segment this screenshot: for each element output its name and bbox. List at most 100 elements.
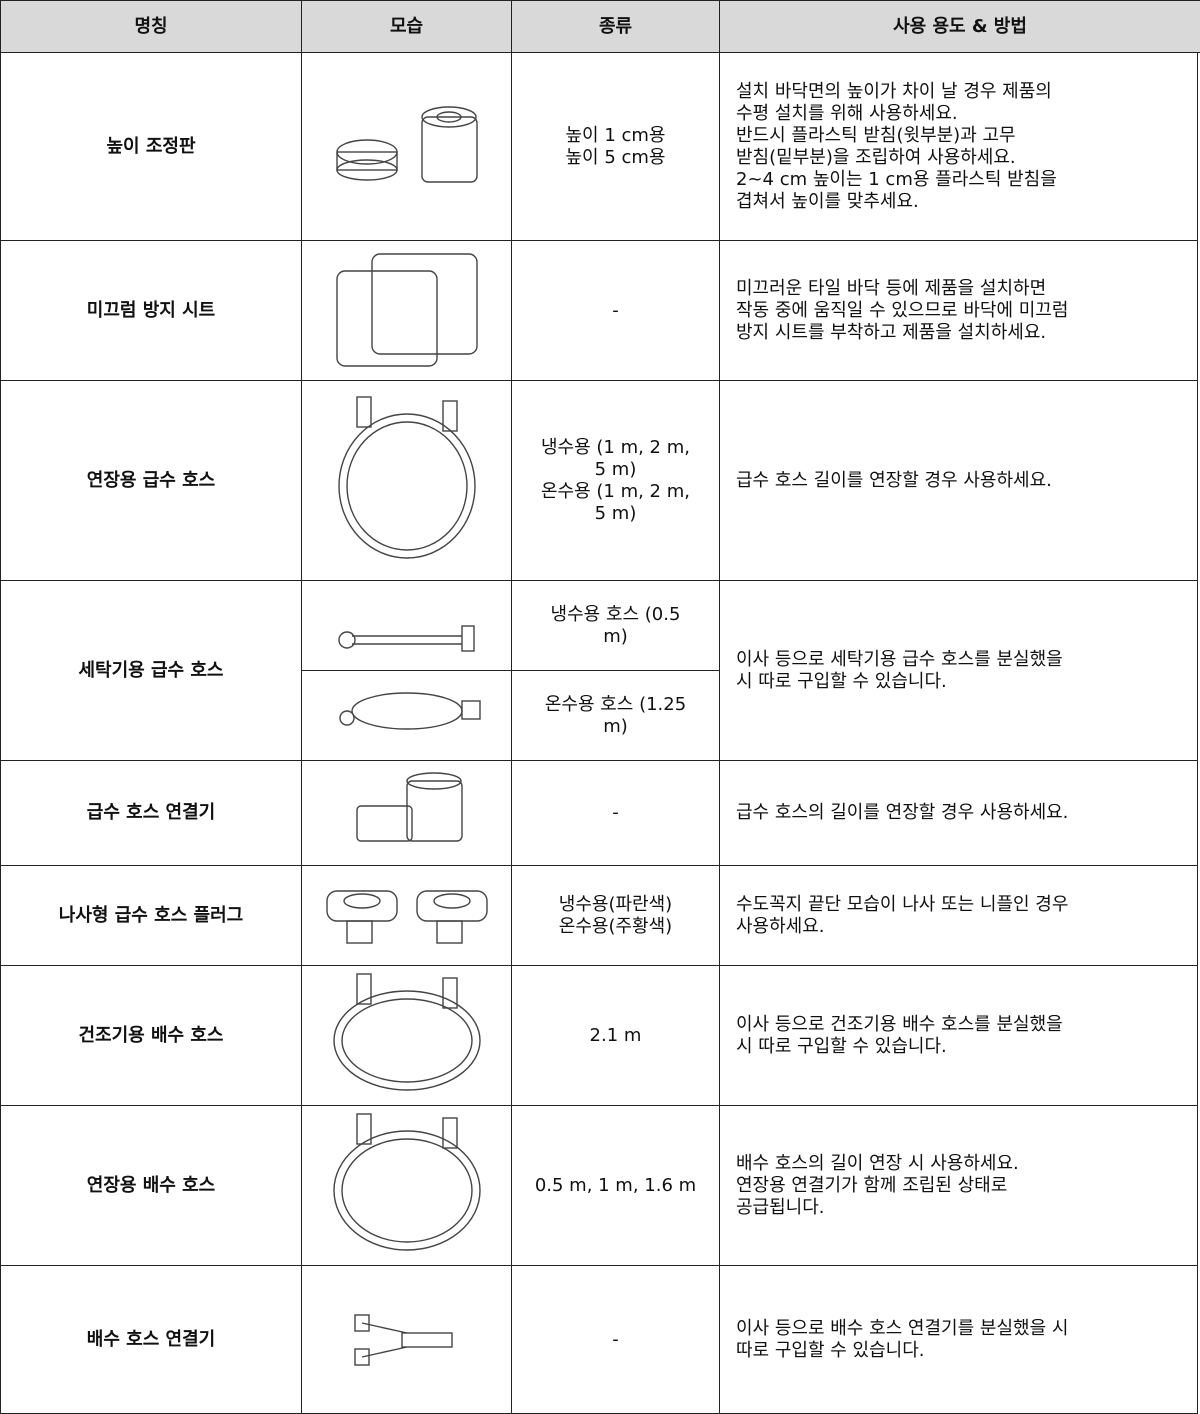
name-cell: 연장용 급수 호스 (0, 380, 302, 581)
image-cell (301, 1265, 512, 1414)
illustration-shape (435, 110, 462, 123)
item-name: 미끄럼 방지 시트 (86, 299, 216, 321)
divider (301, 670, 719, 671)
illustration-shape (355, 1113, 372, 1145)
type-text: 높이 1 cm용 (565, 124, 666, 146)
product-illustration (335, 105, 478, 183)
type-text: 5 m) (594, 458, 637, 480)
image-cell (301, 380, 512, 581)
illustration-shape (353, 1313, 370, 1332)
header-text: 종류 (598, 15, 633, 37)
type-text: 냉수용(파란색) (558, 893, 673, 915)
usage-cell: 배수 호스의 길이 연장 시 사용하세요. 연장용 연결기가 함께 조립된 상태로… (719, 1105, 1198, 1266)
illustration-shape (370, 252, 478, 355)
illustration-shape (441, 977, 458, 1009)
name-cell: 높이 조정판 (0, 52, 302, 241)
type-cell: - (511, 760, 720, 866)
usage-text: 2~4 cm 높이는 1 cm용 플라스틱 받침을 (736, 168, 1057, 190)
usage-text: 수도꼭지 끝단 모습이 나사 또는 니플인 경우 (736, 893, 1069, 915)
illustration-shape (342, 892, 381, 909)
name-cell: 배수 호스 연결기 (0, 1265, 302, 1414)
usage-text: 사용하세요. (736, 915, 825, 937)
illustration-shape (340, 998, 473, 1083)
illustration-shape (350, 691, 463, 730)
illustration-shape (335, 158, 398, 181)
usage-text: 배수 호스의 길이 연장 시 사용하세요. (736, 1152, 1019, 1174)
usage-text: 따로 구입할 수 있습니다. (736, 1339, 925, 1361)
image-cell (301, 965, 512, 1106)
name-cell: 급수 호스 연결기 (0, 760, 302, 866)
type-text: m) (603, 625, 628, 647)
image-cell (301, 580, 512, 761)
name-cell: 세탁기용 급수 호스 (0, 580, 302, 761)
product-illustration (355, 771, 463, 842)
usage-text: 방지 시트를 부착하고 제품을 설치하세요. (736, 321, 1047, 343)
product-illustration (337, 624, 481, 730)
illustration-shape (441, 399, 458, 432)
usage-text: 공급됩니다. (736, 1196, 825, 1218)
header-cell: 사용 용도 & 방법 (719, 0, 1200, 53)
illustration-shape (325, 889, 398, 922)
type-text: - (612, 802, 619, 823)
product-illustration (335, 252, 478, 367)
header-text: 명칭 (134, 15, 168, 37)
illustration-shape (340, 1138, 473, 1243)
type-text: 냉수용 호스 (0.5 (550, 603, 681, 625)
type-cell: 0.5 m, 1 m, 1.6 m (511, 1105, 720, 1266)
illustration-shape (441, 1117, 458, 1149)
usage-text: 수평 설치를 위해 사용하세요. (736, 102, 958, 124)
illustration-shape (345, 919, 373, 944)
image-cell (301, 865, 512, 966)
product-illustration (332, 1113, 481, 1251)
name-cell: 연장용 배수 호스 (0, 1105, 302, 1266)
usage-text: 겹쳐서 높이를 맞추세요. (736, 190, 919, 212)
usage-cell: 수도꼭지 끝단 모습이 나사 또는 니플인 경우 사용하세요. (719, 865, 1198, 966)
item-name: 건조기용 배수 호스 (78, 1024, 224, 1046)
image-cell (301, 760, 512, 866)
type-cell: - (511, 240, 720, 381)
illustration-shape (355, 973, 372, 1005)
usage-text: 미끄러운 타일 바닥 등에 제품을 설치하면 (736, 277, 1047, 299)
usage-text: 연장용 연결기가 함께 조립된 상태로 (736, 1174, 1008, 1196)
usage-cell: 급수 호스의 길이를 연장할 경우 사용하세요. (719, 760, 1198, 866)
type-text: 온수용 (1 m, 2 m, (540, 480, 690, 502)
item-name: 높이 조정판 (106, 135, 196, 157)
image-cell (301, 1105, 512, 1266)
illustration-shape (353, 1347, 370, 1366)
illustration-shape (355, 804, 413, 842)
illustration-shape (337, 412, 476, 559)
illustration-shape (332, 990, 481, 1091)
usage-text: 설치 바닥면의 높이가 차이 날 경우 제품의 (736, 80, 1052, 102)
illustration-shape (400, 1331, 453, 1348)
usage-text: 받침(밑부분)을 조립하여 사용하세요. (736, 146, 1016, 168)
type-text: - (612, 1328, 619, 1350)
usage-cell: 미끄러운 타일 바닥 등에 제품을 설치하면 작동 중에 움직일 수 있으므로 바… (719, 240, 1198, 381)
illustration-shape (415, 889, 488, 922)
item-name: 연장용 배수 호스 (86, 1174, 216, 1196)
usage-text: 이사 등으로 세탁기용 급수 호스를 분실했을 (736, 648, 1063, 670)
illustration-shape (335, 269, 438, 367)
usage-text: 이사 등으로 배수 호스 연결기를 분실했을 시 (736, 1317, 1069, 1339)
type-text: 냉수용 (1 m, 2 m, (540, 436, 690, 458)
illustration-shape (435, 919, 463, 944)
type-cell: 높이 1 cm용 높이 5 cm용 (511, 52, 720, 241)
type-cell: 냉수용 호스 (0.5 m) (511, 580, 720, 671)
name-cell: 건조기용 배수 호스 (0, 965, 302, 1106)
header-text: 사용 용도 & 방법 (893, 15, 1027, 37)
type-text: 높이 5 cm용 (565, 146, 666, 168)
illustration-shape (332, 1130, 481, 1251)
illustration-shape (338, 709, 355, 726)
image-cell (301, 240, 512, 381)
item-name: 급수 호스 연결기 (86, 802, 216, 823)
type-cell: 2.1 m (511, 965, 720, 1106)
usage-text: 시 따로 구입할 수 있습니다. (736, 1035, 947, 1057)
product-illustration (353, 1313, 453, 1366)
illustration-shape (460, 624, 475, 652)
usage-cell: 이사 등으로 세탁기용 급수 호스를 분실했을 시 따로 구입할 수 있습니다. (719, 580, 1198, 761)
illustration-shape (420, 105, 477, 128)
illustration-shape (420, 115, 478, 183)
illustration-shape (405, 779, 463, 842)
usage-text: 반드시 플라스틱 받침(윗부분)과 고무 (736, 124, 1016, 146)
product-illustration (332, 973, 481, 1091)
